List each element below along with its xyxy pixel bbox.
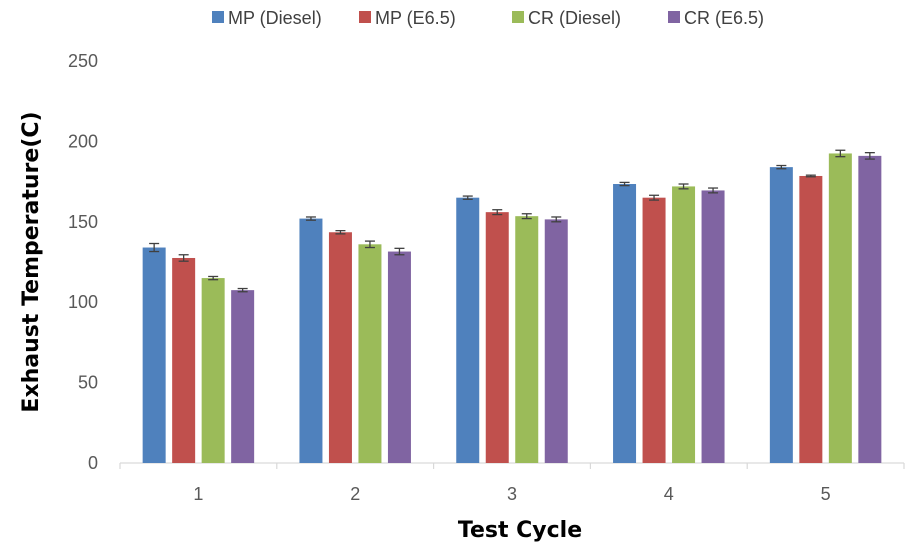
bar — [515, 216, 539, 463]
legend-label: MP (E6.5) — [375, 8, 456, 28]
y-axis-title: Exhaust Temperature(C) — [19, 111, 44, 412]
bar-series-group — [142, 153, 882, 464]
bar — [701, 190, 725, 463]
bar — [387, 251, 411, 463]
bar — [328, 232, 352, 463]
legend-label: MP (Diesel) — [228, 8, 322, 28]
y-tick-label: 50 — [78, 373, 98, 393]
y-axis: 0 50 100 150 200 250 — [68, 51, 98, 473]
bar — [642, 197, 666, 463]
bar — [142, 247, 166, 463]
legend-label: CR (E6.5) — [684, 8, 764, 28]
y-tick-label: 200 — [68, 131, 98, 151]
bar — [858, 155, 882, 463]
legend-swatch — [668, 11, 680, 23]
legend-label: CR (Diesel) — [528, 8, 621, 28]
bar — [201, 278, 225, 463]
bar — [231, 290, 255, 463]
bar — [799, 175, 823, 464]
x-axis: 1 2 3 4 5 — [119, 462, 905, 504]
x-tick-label: 1 — [193, 484, 203, 504]
bar — [672, 186, 696, 463]
bar — [544, 219, 568, 463]
legend-swatch — [212, 11, 224, 23]
bar — [485, 212, 509, 463]
y-tick-label: 100 — [68, 292, 98, 312]
bar — [172, 257, 196, 463]
chart-legend: MP (Diesel) MP (E6.5) CR (Diesel) CR (E6.5) — [212, 8, 764, 28]
bar — [456, 197, 480, 463]
error-bar-group — [149, 149, 875, 293]
bar — [613, 184, 637, 463]
x-axis-title: Test Cycle — [458, 518, 582, 543]
bar — [828, 153, 852, 463]
y-tick-label: 150 — [68, 212, 98, 232]
x-tick-label: 2 — [350, 484, 360, 504]
x-tick-label: 5 — [821, 484, 831, 504]
x-tick-label: 3 — [507, 484, 517, 504]
bar — [358, 244, 382, 463]
legend-swatch — [512, 11, 524, 23]
y-tick-label: 0 — [88, 453, 98, 473]
y-tick-label: 250 — [68, 51, 98, 71]
bar — [299, 218, 323, 463]
legend-swatch — [359, 11, 371, 23]
bar — [769, 167, 793, 464]
x-tick-label: 4 — [664, 484, 674, 504]
